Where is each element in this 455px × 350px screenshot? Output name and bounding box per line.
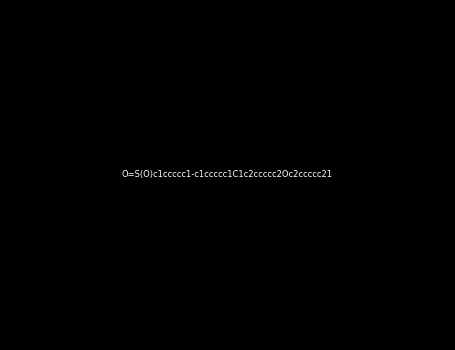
Text: O=S(O)c1ccccc1-c1ccccc1C1c2ccccc2Oc2ccccc21: O=S(O)c1ccccc1-c1ccccc1C1c2ccccc2Oc2cccc… — [122, 170, 333, 180]
